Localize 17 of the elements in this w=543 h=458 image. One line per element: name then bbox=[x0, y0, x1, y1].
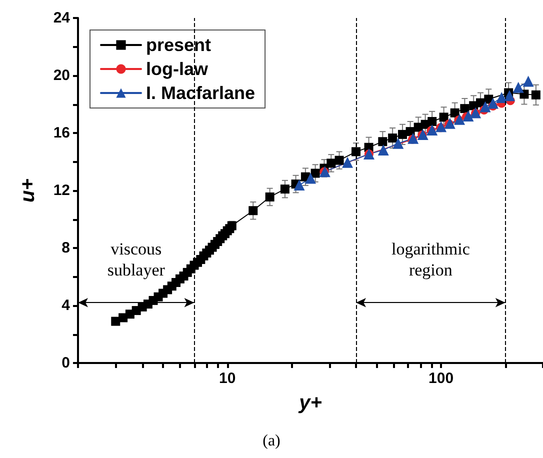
annotation: logarithmic region bbox=[392, 240, 470, 280]
text: (a) bbox=[262, 432, 280, 450]
y-axis-title: u+ bbox=[17, 178, 39, 202]
x-tick-label: 10 bbox=[219, 370, 236, 387]
legend-label: log-law bbox=[146, 59, 209, 79]
y-tick-label: 20 bbox=[53, 67, 70, 84]
y-tick-label: 0 bbox=[62, 354, 70, 372]
annotation: viscous sublayer bbox=[107, 240, 166, 280]
y-tick-label: 12 bbox=[53, 182, 70, 199]
y-tick-label: 4 bbox=[62, 297, 71, 314]
y-tick-label: 8 bbox=[62, 240, 70, 256]
legend-label: present bbox=[146, 35, 212, 55]
legend-label: I. Macfarlane bbox=[146, 83, 256, 103]
x-axis-title: y+ bbox=[298, 392, 322, 414]
x-tick-label: 100 bbox=[428, 370, 454, 387]
y-tick-label: 24 bbox=[53, 10, 71, 26]
y-tick-label: 16 bbox=[53, 124, 70, 142]
